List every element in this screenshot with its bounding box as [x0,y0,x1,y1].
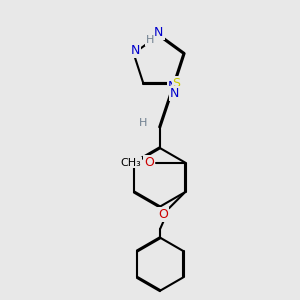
Text: N: N [168,80,178,93]
Text: N: N [154,26,164,39]
Text: N: N [170,87,179,100]
Text: O: O [158,208,168,220]
Text: H: H [146,35,154,45]
Text: H: H [139,118,148,128]
Text: N: N [130,44,140,57]
Text: O: O [144,156,154,169]
Text: CH₃: CH₃ [120,158,141,168]
Text: S: S [172,76,181,90]
